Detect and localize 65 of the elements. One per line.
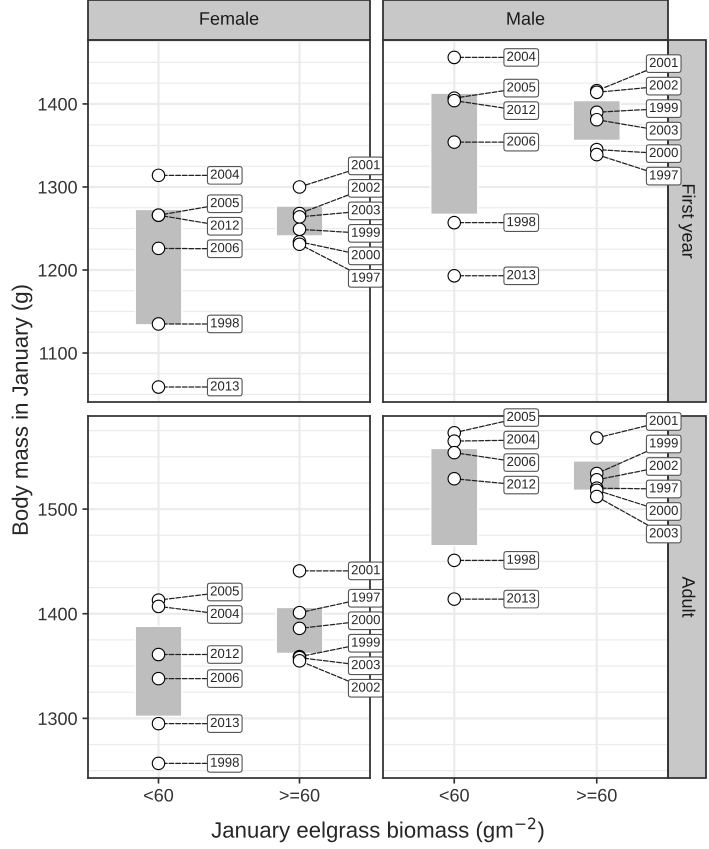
annotation: 2000 [352, 614, 380, 624]
y-tick-label: 1400 [38, 608, 77, 620]
annotation: 1999 [352, 228, 380, 237]
annotation: 1998 [211, 758, 239, 767]
y2-axis-title: First year [678, 184, 696, 258]
y-axis-title: Body mass in January (g) [12, 285, 32, 534]
annotation: 2002 [352, 682, 380, 692]
annotation: 2006 [507, 456, 536, 466]
annotation: 1997 [352, 592, 380, 602]
annotation: 2004 [210, 170, 240, 179]
annotation: 2000 [650, 148, 678, 158]
x-tick-label: <60 [440, 788, 469, 802]
annotation: 2013 [507, 270, 536, 280]
annotation: 2001 [352, 160, 380, 170]
annotation: 1999 [650, 438, 678, 448]
y-tick-label: 1100 [40, 346, 77, 360]
annotation: 2003 [352, 205, 380, 214]
y-tick-label: 1300 [38, 180, 77, 194]
annotation: 2004 [507, 434, 536, 444]
annotation: 2013 [210, 718, 239, 728]
annotation: 2001 [352, 565, 380, 574]
y-tick-label: 1200 [38, 264, 77, 277]
x-axis-title: January eelgrass biomass (gm$^{−2}$) [211, 818, 544, 842]
annotation: 2001 [650, 416, 678, 426]
annotation: 2013 [210, 381, 239, 391]
annotation: 1998 [508, 216, 536, 226]
annotation: 2003 [352, 660, 380, 670]
annotation: 1997 [650, 170, 678, 180]
annotation: 2005 [507, 412, 536, 422]
annotation: 2001 [650, 58, 678, 68]
chart-title: Female [200, 12, 258, 25]
annotation: 1997 [650, 483, 678, 493]
annotation: 2003 [650, 528, 678, 538]
annotation: 2002 [650, 80, 678, 90]
annotation: 2012 [210, 220, 239, 230]
annotation: 2004 [507, 52, 536, 61]
x-tick-label: >=60 [577, 788, 617, 802]
annotation: 2004 [210, 608, 240, 618]
chart-title: Male [507, 12, 544, 25]
annotation: 2005 [210, 198, 239, 208]
annotation: 1997 [352, 272, 380, 282]
annotation: 2012 [507, 479, 536, 489]
annotation: 2002 [352, 182, 380, 192]
annotation: 1998 [508, 554, 536, 564]
x-tick-label: <60 [144, 788, 174, 802]
annotation: 2005 [210, 586, 239, 596]
annotation: 2006 [507, 136, 536, 146]
y2-axis-title: Adult [682, 576, 696, 618]
annotation: 2012 [507, 104, 536, 114]
annotation: 1999 [650, 102, 678, 112]
annotation: 2006 [210, 242, 239, 252]
annotation: 2002 [650, 460, 678, 470]
y-tick-label: 1500 [38, 503, 77, 516]
y-tick-label: 1300 [38, 712, 77, 726]
x-tick-label: >=60 [280, 788, 320, 802]
annotation: 2006 [210, 672, 239, 682]
annotation: 2012 [210, 648, 239, 658]
annotation: 1999 [352, 637, 380, 647]
annotation: 2000 [352, 250, 380, 260]
annotation: 2000 [650, 506, 678, 516]
annotation: 2013 [507, 593, 536, 603]
annotation: 2005 [507, 82, 536, 92]
y-tick-label: 1400 [38, 98, 77, 111]
annotation: 1998 [211, 318, 239, 328]
annotation: 2003 [650, 125, 678, 135]
